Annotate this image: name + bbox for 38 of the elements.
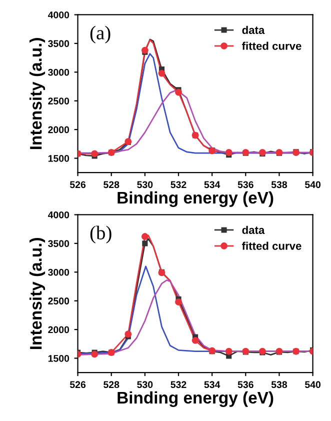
legend-label: data [242, 226, 265, 234]
y-tick-label: 3000 [48, 268, 70, 276]
legend-label: data [242, 26, 265, 34]
y-tick-label: 4000 [48, 211, 70, 218]
x-axis-title: Binding energy (eV) [118, 191, 274, 208]
x-tick-label: 530 [137, 381, 153, 388]
y-tick-label: 2000 [48, 326, 70, 334]
x-tick-label: 534 [204, 181, 220, 188]
x-tick-label: 534 [204, 381, 220, 388]
y-tick-label: 2500 [48, 298, 70, 304]
y-tick-label: 2500 [48, 98, 70, 104]
x-tick-label: 538 [271, 381, 288, 388]
y-tick-label: 3000 [48, 68, 70, 76]
x-tick-label: 530 [137, 181, 153, 188]
legend-label: fitted curve [242, 42, 302, 50]
y-tick-label: 3500 [48, 240, 70, 248]
x-tick-label: 532 [170, 181, 186, 188]
y-tick-label: 2000 [48, 126, 70, 134]
y-axis-title: Intensity (a.u.) [30, 238, 46, 350]
y-tick-label: 1500 [48, 354, 70, 362]
x-tick-label: 528 [104, 181, 120, 188]
x-tick-label: 528 [104, 381, 120, 388]
y-tick-label: 3500 [48, 40, 70, 48]
annotation: (a) [90, 26, 110, 44]
x-tick-label: 532 [170, 381, 186, 388]
x-tick-label: 526 [70, 381, 86, 388]
legend-label: fitted curve [242, 242, 302, 250]
y-axis-title: Intensity (a.u.) [30, 38, 46, 150]
x-axis-title: Binding energy (eV) [118, 391, 274, 407]
x-tick-label: 536 [238, 181, 254, 188]
annotation: (b) [90, 226, 112, 244]
x-tick-label: 540 [304, 381, 321, 388]
x-tick-label: 540 [304, 181, 321, 188]
x-tick-label: 538 [271, 181, 288, 188]
x-tick-label: 526 [70, 181, 86, 188]
y-tick-label: 1500 [48, 154, 70, 162]
y-tick-label: 4000 [48, 11, 70, 18]
x-tick-label: 536 [238, 381, 254, 388]
